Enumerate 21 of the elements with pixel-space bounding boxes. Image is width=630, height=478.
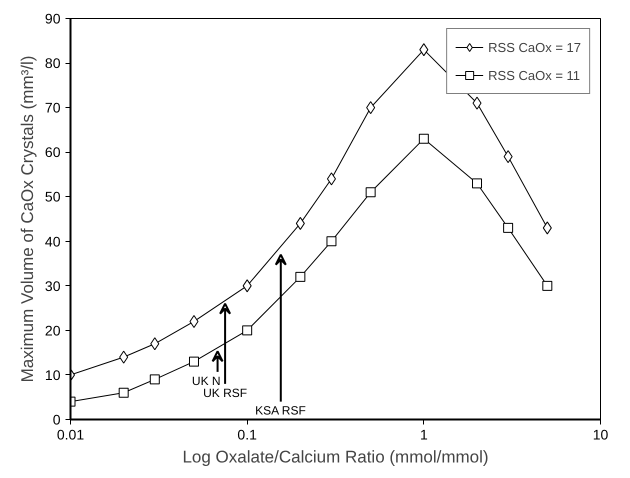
y-tick-label: 90 — [44, 10, 61, 26]
y-tick-label: 0 — [52, 412, 61, 428]
y-tick-label: 80 — [44, 55, 61, 72]
legend-label: RSS CaOx = 17 — [488, 40, 581, 54]
annotation: UK RSF — [203, 386, 248, 400]
y-axis-title: Maximum Volume of CaOx Crystals (mm³/l) — [18, 56, 37, 382]
x-tick-label: 1 — [420, 426, 428, 442]
y-tick-label: 50 — [44, 188, 61, 205]
y-tick-label: 60 — [44, 144, 61, 160]
x-tick-label: 10 — [592, 426, 608, 442]
y-tick-label: 40 — [44, 233, 61, 250]
y-tick-label: 70 — [44, 100, 61, 116]
legend-label: RSS CaOx = 11 — [488, 68, 580, 82]
y-tick-label: 10 — [44, 366, 61, 383]
y-tick-label: 20 — [44, 322, 61, 338]
x-axis-title: Log Oxalate/Calcium Ratio (mmol/mmol) — [182, 448, 489, 466]
annotation: KSA RSF — [255, 404, 306, 418]
annotation: UK N — [192, 374, 221, 388]
y-tick-label: 30 — [44, 278, 61, 294]
x-tick-label: 0.01 — [56, 426, 84, 442]
x-tick-label: 0.1 — [237, 426, 258, 442]
